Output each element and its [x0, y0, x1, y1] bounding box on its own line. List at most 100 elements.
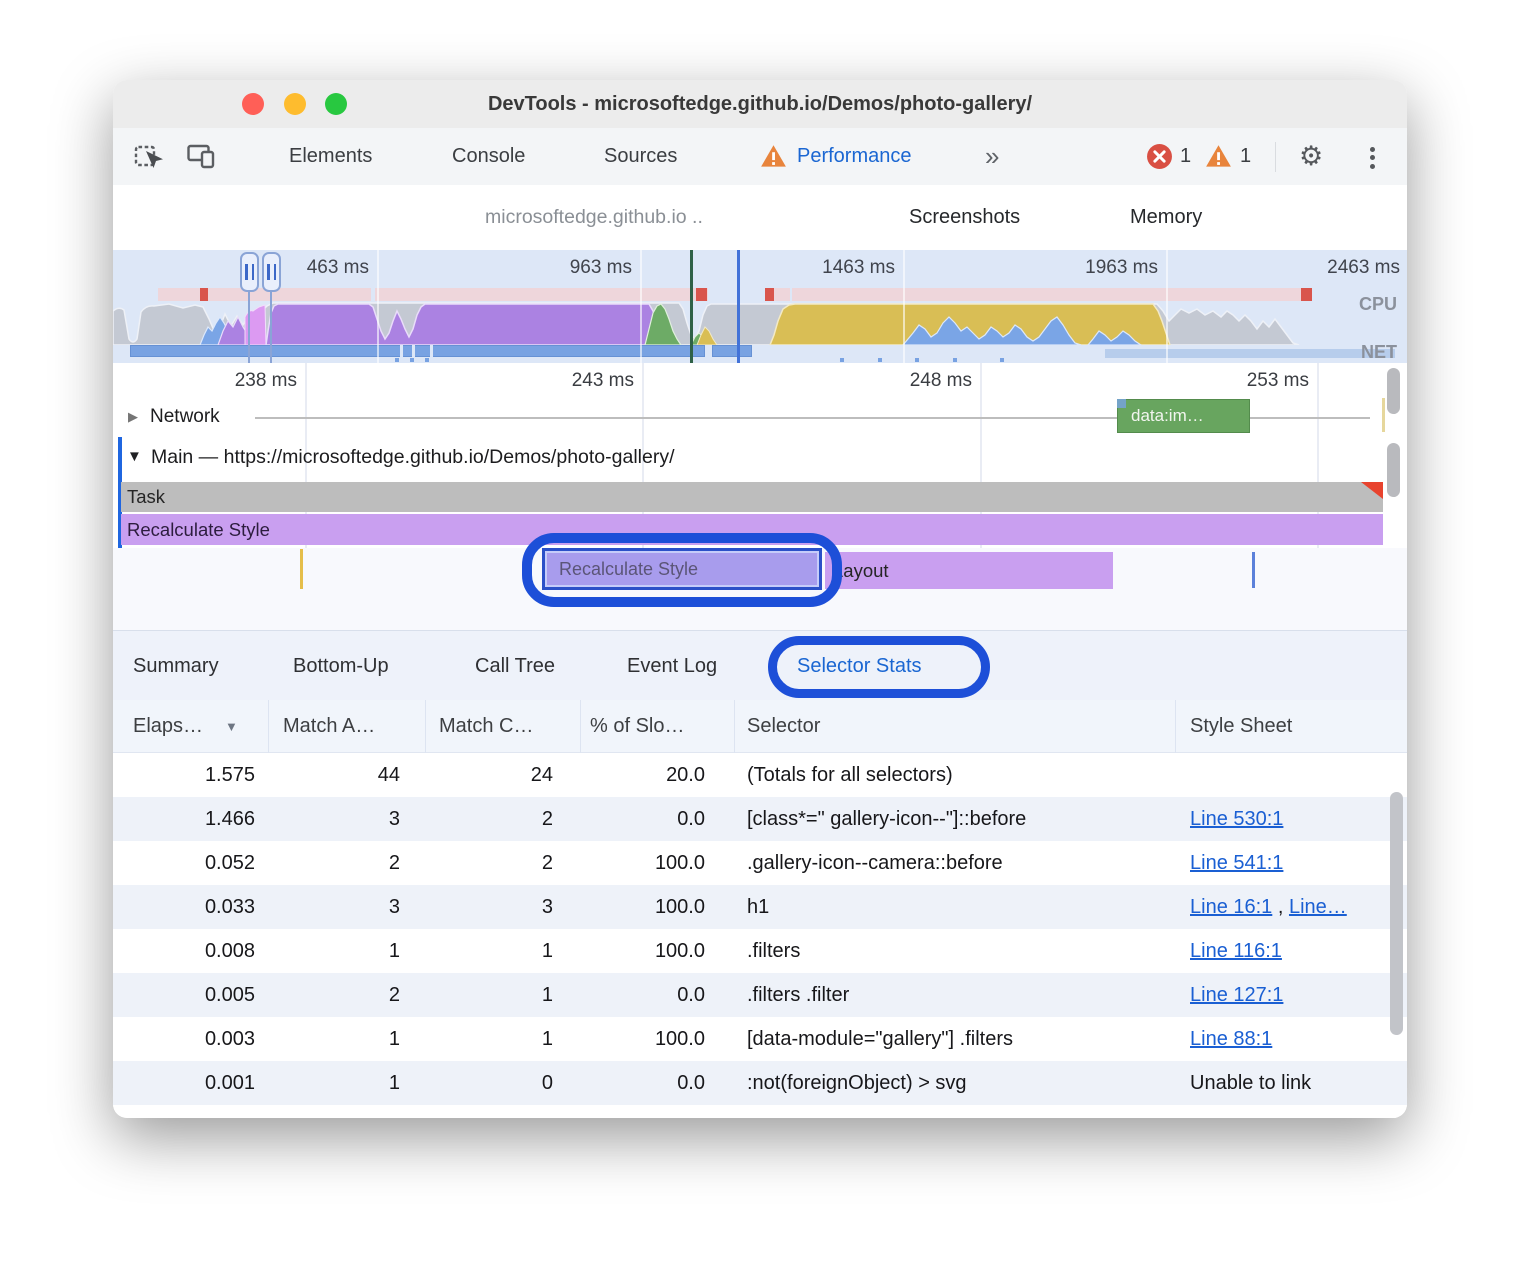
style-sheet-link[interactable]: Line 127:1 — [1190, 984, 1284, 1006]
selected-recalculate-style-event[interactable]: Recalculate Style — [542, 548, 822, 590]
table-row[interactable]: 0.008 1 1 100.0 .filters Line 116:1 — [113, 929, 1407, 973]
cell-match-attempts: 1 — [388, 940, 400, 962]
dcl-marker-line — [737, 250, 740, 363]
warning-badge-icon[interactable] — [1205, 144, 1232, 169]
table-row[interactable]: 1.575 44 24 20.0 (Totals for all selectors) — [113, 753, 1407, 797]
cpu-lane-label: CPU — [1358, 294, 1397, 314]
style-sheet-link[interactable]: Line 88:1 — [1190, 1028, 1273, 1050]
cpu-activity-chart — [113, 302, 1300, 345]
flame-tick: 243 ms — [571, 370, 634, 391]
net-tick — [425, 358, 429, 362]
header-elapsed[interactable]: Elaps… — [133, 715, 204, 737]
cell-elapsed: 0.005 — [204, 984, 255, 1006]
overview-gridline — [377, 250, 379, 363]
cell-match-count: 1 — [541, 984, 553, 1006]
net-activity-bar — [712, 345, 752, 357]
net-tick — [1000, 358, 1004, 362]
table-row[interactable]: 0.033 3 3 100.0 h1 Line 16:1 , Line… — [113, 885, 1407, 929]
selector-stats-header: Elaps… ▼ Match A… Match C… % of Slo… Sel… — [113, 700, 1407, 753]
zoom-window-button[interactable] — [325, 93, 347, 115]
main-thread-expander-icon[interactable]: ▼ — [127, 448, 142, 465]
timeline-overview[interactable]: 463 ms 963 ms 1463 ms 1963 ms 2463 ms — [113, 250, 1407, 364]
performance-warning-icon — [760, 144, 787, 169]
tab-elements[interactable]: Elements — [289, 145, 373, 167]
style-sheet-link[interactable]: Line 16:1 — [1190, 896, 1273, 918]
tab-sources[interactable]: Sources — [604, 145, 678, 167]
table-row[interactable]: 0.005 2 1 0.0 .filters .filter Line 127:1 — [113, 973, 1407, 1017]
cell-style-sheet: Line 541:1 — [1175, 841, 1386, 885]
network-expander-icon[interactable]: ▶ — [128, 409, 138, 424]
inspect-element-icon[interactable] — [133, 141, 163, 171]
task-event-bar[interactable]: Task — [121, 482, 1383, 512]
style-sheet-link[interactable]: Line… — [1288, 896, 1347, 918]
cell-selector: .filters — [747, 940, 801, 962]
warning-count: 1 — [1240, 145, 1252, 167]
net-tick — [878, 358, 882, 362]
long-task-triangle-icon — [1361, 482, 1383, 499]
table-scrollbar-thumb[interactable] — [1390, 792, 1403, 1035]
overview-tick: 1463 ms — [822, 257, 895, 278]
flame-chart[interactable]: 238 ms 243 ms 248 ms 253 ms ▶ Network da… — [113, 363, 1407, 630]
cell-match-attempts: 3 — [388, 896, 400, 918]
style-sheet-link[interactable]: Line 541:1 — [1190, 852, 1284, 874]
header-style-sheet[interactable]: Style Sheet — [1190, 715, 1293, 737]
close-window-button[interactable] — [242, 93, 264, 115]
long-task-strip — [792, 288, 1312, 301]
cell-slow-pct: 100.0 — [654, 940, 705, 962]
style-sheet-link[interactable]: Line 116:1 — [1190, 940, 1282, 962]
net-gap — [430, 345, 433, 357]
table-row[interactable]: 0.003 1 1 100.0 [data-module="gallery"] .fil… — [113, 1017, 1407, 1061]
tab-selector-stats[interactable]: Selector Stats — [797, 655, 922, 677]
cell-style-sheet: Line 16:1 , Line… — [1190, 896, 1347, 918]
cell-slow-pct: 20.0 — [666, 764, 705, 786]
memory-label: Memory — [1130, 206, 1203, 228]
table-row[interactable]: 1.466 3 2 0.0 [class*=" gallery-icon--"]::be… — [113, 797, 1407, 841]
selection-guide-line — [248, 252, 250, 363]
overview-tick: 2463 ms — [1327, 257, 1400, 278]
flame-scrollbar-thumb[interactable] — [1387, 368, 1400, 414]
layout-event-bar[interactable]: Layout — [825, 552, 1113, 589]
history-select[interactable]: microsoftedge.github.io .. — [485, 206, 703, 228]
cell-style-sheet: Line 116:1 — [1175, 929, 1386, 973]
header-selector[interactable]: Selector — [747, 715, 821, 737]
tab-console[interactable]: Console — [452, 145, 526, 167]
net-tick — [953, 358, 957, 362]
more-tabs-chevron-icon[interactable]: » — [985, 141, 1000, 171]
sort-descending-icon: ▼ — [225, 719, 238, 734]
tab-bottom-up[interactable]: Bottom-Up — [293, 655, 389, 677]
cell-match-attempts: 44 — [377, 764, 400, 786]
cell-style-sheet: Line 127:1 — [1175, 973, 1386, 1017]
device-toolbar-icon[interactable] — [186, 141, 216, 171]
net-lane-label: NET — [1361, 342, 1397, 362]
header-match-attempts[interactable]: Match A… — [283, 715, 376, 737]
tab-call-tree[interactable]: Call Tree — [475, 655, 556, 677]
net-tick — [915, 358, 919, 362]
tab-performance[interactable]: Performance — [797, 145, 912, 167]
cell-match-count: 2 — [541, 852, 553, 874]
cell-slow-pct: 100.0 — [654, 852, 705, 874]
minimize-window-button[interactable] — [284, 93, 306, 115]
cell-match-count: 1 — [541, 940, 553, 962]
settings-gear-icon[interactable]: ⚙ — [1299, 141, 1324, 171]
network-yellow-tick — [1382, 398, 1385, 432]
error-badge-icon[interactable] — [1146, 143, 1173, 170]
kebab-menu-icon[interactable] — [1367, 143, 1377, 172]
selection-handle-right[interactable] — [262, 252, 281, 292]
selection-handle-left[interactable] — [240, 252, 259, 292]
main-thread-label[interactable]: Main — https://microsoftedge.github.io/D… — [151, 446, 675, 468]
network-lane-label[interactable]: Network — [150, 406, 220, 427]
style-sheet-link[interactable]: Line 530:1 — [1190, 808, 1284, 830]
table-row[interactable]: 0.001 1 0 0.0:not(foreignObject) > svg Unabl… — [113, 1061, 1407, 1105]
header-match-count[interactable]: Match C… — [439, 715, 534, 737]
error-count: 1 — [1180, 145, 1192, 167]
table-row[interactable]: 0.052 2 2 100.0 .gallery-icon--camera::befor… — [113, 841, 1407, 885]
performance-toolbar: microsoftedge.github.io .. Screenshots M… — [113, 185, 1407, 341]
cell-selector: .filters .filter — [747, 984, 850, 1006]
network-request-block[interactable]: data:im… — [1117, 399, 1250, 433]
header-slow-pct[interactable]: % of Slo… — [590, 715, 685, 737]
flame-scrollbar-thumb[interactable] — [1387, 443, 1400, 497]
cell-match-count: 3 — [541, 896, 553, 918]
tab-event-log[interactable]: Event Log — [627, 655, 718, 677]
net-activity-bar-light — [1105, 349, 1395, 358]
tab-summary[interactable]: Summary — [133, 655, 219, 677]
